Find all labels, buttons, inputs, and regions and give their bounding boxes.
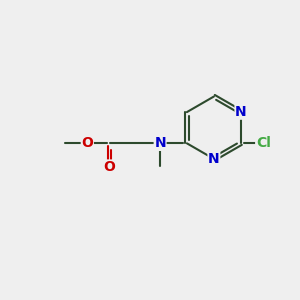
Text: N: N	[154, 136, 166, 150]
Text: O: O	[104, 160, 116, 174]
Text: Cl: Cl	[256, 136, 271, 150]
Text: O: O	[81, 136, 93, 150]
Text: N: N	[235, 105, 247, 119]
Text: N: N	[208, 152, 220, 166]
